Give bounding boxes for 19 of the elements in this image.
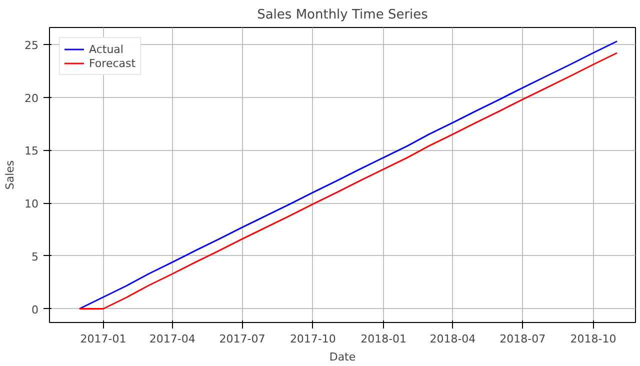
- x-tick-label: 2018-01: [360, 332, 407, 346]
- legend-label: Actual: [89, 42, 124, 56]
- x-tick-label: 2018-04: [430, 332, 476, 346]
- x-axis-title: Date: [329, 350, 356, 364]
- y-tick-label: 0: [32, 303, 38, 316]
- x-tick-label: 2018-07: [500, 332, 546, 346]
- y-tick-label: 20: [24, 92, 39, 105]
- legend-label: Forecast: [89, 56, 136, 70]
- x-tick-label: 2017-01: [80, 332, 126, 346]
- chart-title: Sales Monthly Time Series: [257, 8, 428, 22]
- x-tick-label: 2018-10: [570, 332, 616, 346]
- y-axis-title: Sales: [4, 160, 17, 190]
- y-tick-label: 5: [32, 250, 38, 264]
- x-tick-label: 2017-10: [290, 332, 336, 346]
- y-tick-label: 10: [24, 198, 39, 211]
- y-tick-label: 25: [24, 38, 39, 52]
- y-tick-label: 15: [24, 144, 39, 158]
- x-tick-label: 2017-04: [149, 332, 196, 346]
- x-tick-label: 2017-07: [219, 332, 266, 346]
